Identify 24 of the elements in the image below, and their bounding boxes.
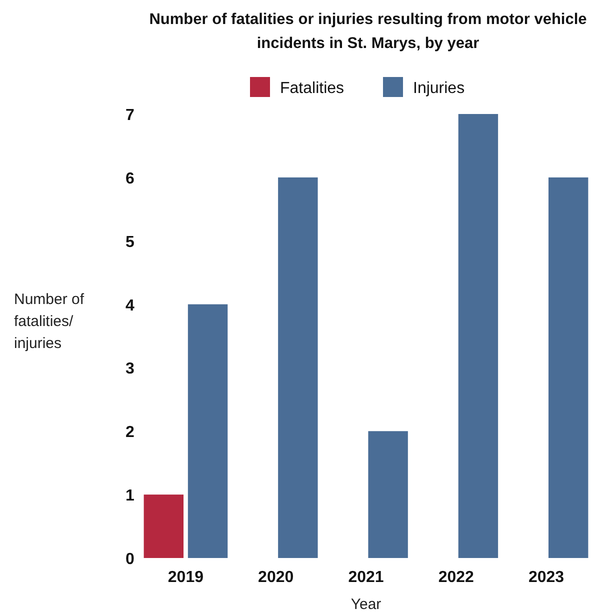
y-axis-title: Number of fatalities/ injuries: [14, 291, 85, 352]
legend-label: Fatalities: [280, 80, 344, 97]
x-axis-title: Year: [350, 596, 382, 613]
bar: [188, 304, 228, 558]
x-tick-label: 2023: [528, 569, 564, 586]
y-tick-label: 1: [126, 488, 135, 505]
y-tick-label: 3: [126, 360, 135, 378]
bar: [458, 114, 498, 558]
legend-label: Injuries: [413, 80, 465, 97]
y-tick-label: 5: [126, 234, 135, 251]
y-tick-label: 4: [126, 297, 135, 314]
y-tick-label: 0: [126, 551, 135, 568]
y-tick-label: 7: [126, 107, 135, 124]
y-tick-label: 6: [126, 170, 135, 188]
bar: [548, 177, 588, 558]
bar: [278, 177, 318, 558]
x-tick-label: 2022: [438, 569, 474, 586]
chart-title: Number of fatalities or injuries resulting from motor vehicle incidents in St. Marys, by year: [149, 11, 588, 52]
x-tick-label: 2021: [348, 569, 384, 586]
y-tick-label: 2: [126, 424, 135, 442]
bar: [144, 494, 184, 558]
bar: [368, 431, 408, 558]
x-tick-label: 2020: [258, 569, 294, 586]
x-tick-label: 2019: [168, 569, 204, 586]
